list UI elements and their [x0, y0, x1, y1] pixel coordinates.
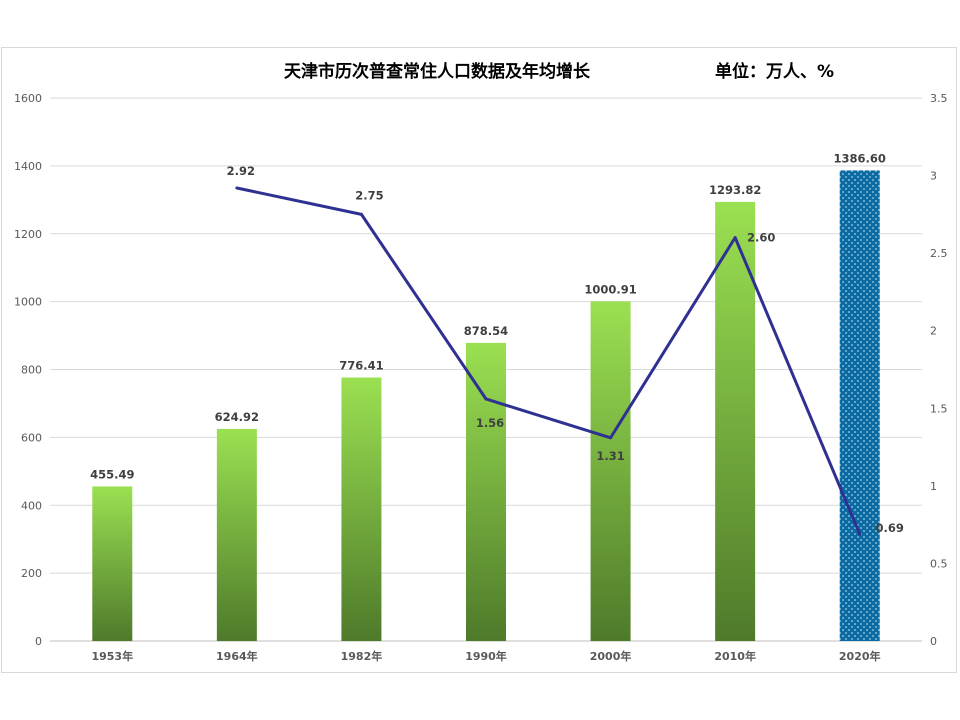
y-left-tick: 400: [21, 499, 42, 512]
bar: [715, 201, 756, 641]
bar-data-label: 1000.91: [584, 282, 636, 296]
x-tick: 1982年: [341, 649, 383, 663]
y-right-tick: 0: [930, 635, 937, 648]
y-right-tick: 3.5: [930, 92, 948, 105]
line-data-label: 2.92: [227, 164, 255, 178]
x-tick: 2000年: [590, 649, 632, 663]
y-right-tick: 0.5: [930, 557, 948, 570]
x-tick: 1964年: [216, 649, 258, 663]
line-data-label: 2.75: [355, 188, 383, 202]
x-tick: 2010年: [714, 649, 756, 663]
chart-frame: [1, 47, 957, 673]
line-data-label: 1.56: [476, 416, 504, 430]
bar-data-label: 1386.60: [834, 151, 886, 165]
line-point: [858, 532, 862, 536]
y-left-tick: 1400: [14, 160, 42, 173]
y-left-tick: 1200: [14, 228, 42, 241]
y-right-tick: 3: [930, 170, 937, 183]
line-point: [484, 397, 488, 401]
y-left-tick: 1000: [14, 296, 42, 309]
y-left-tick: 800: [21, 364, 42, 377]
y-left-tick: 0: [35, 635, 42, 648]
bar: [341, 377, 382, 641]
y-right-tick: 2.5: [930, 247, 948, 260]
x-tick: 1953年: [91, 649, 133, 663]
bar-data-label: 878.54: [464, 324, 508, 338]
line-point: [235, 186, 239, 190]
bar: [839, 170, 880, 642]
bar: [92, 486, 133, 641]
x-tick: 2020年: [839, 649, 881, 663]
bar: [216, 428, 257, 641]
y-right-tick: 2: [930, 325, 937, 338]
bar: [590, 301, 631, 641]
y-left-tick: 1600: [14, 92, 42, 105]
line-point: [609, 436, 613, 440]
bar-data-label: 776.41: [339, 359, 383, 373]
line-data-label: 2.60: [747, 231, 775, 245]
line-data-label: 0.69: [876, 521, 904, 535]
y-left-tick: 600: [21, 431, 42, 444]
x-tick: 1990年: [465, 649, 507, 663]
y-left-tick: 200: [21, 567, 42, 580]
y-right-tick: 1: [930, 480, 937, 493]
line-data-label: 1.31: [596, 449, 624, 463]
bar-data-label: 1293.82: [709, 183, 761, 197]
chart-title: 天津市历次普查常住人口数据及年均增长: [284, 61, 591, 82]
unit-label: 单位：万人、%: [715, 61, 834, 82]
line-point: [359, 212, 363, 216]
line-point: [733, 236, 737, 240]
bar-data-label: 624.92: [215, 410, 259, 424]
bar: [466, 342, 506, 641]
bar-data-label: 455.49: [90, 467, 134, 481]
y-right-tick: 1.5: [930, 402, 948, 415]
growth-line: [236, 186, 862, 535]
